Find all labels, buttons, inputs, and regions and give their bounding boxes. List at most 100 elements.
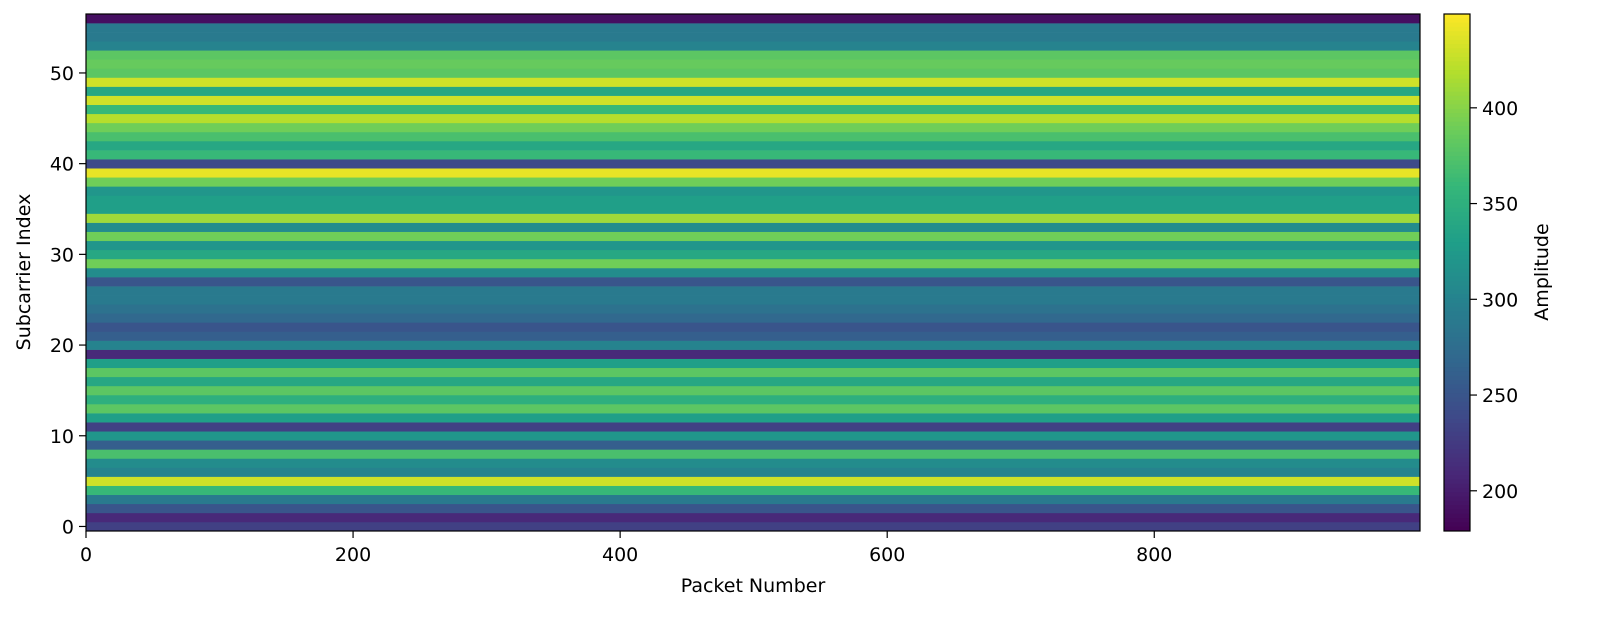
colorbar-segment <box>1444 522 1470 528</box>
colorbar-segment <box>1444 104 1470 110</box>
colorbar-segment <box>1444 26 1470 32</box>
colorbar-segment <box>1444 444 1470 450</box>
heatmap-row <box>86 494 1420 505</box>
colorbar-segment <box>1444 246 1470 252</box>
heatmap-row <box>86 140 1420 151</box>
heatmap-row <box>86 258 1420 269</box>
heatmap-row <box>86 204 1420 214</box>
colorbar-segment <box>1444 496 1470 502</box>
colorbar-segment <box>1444 427 1470 433</box>
colorbar-tick-label: 400 <box>1482 98 1518 120</box>
colorbar-segment <box>1444 384 1470 390</box>
colorbar-segment <box>1444 332 1470 338</box>
colorbar-segment <box>1444 78 1470 84</box>
colorbar-segment <box>1444 418 1470 424</box>
colorbar-segment <box>1444 337 1470 342</box>
colorbar-segment <box>1444 194 1470 200</box>
colorbar-segment <box>1444 74 1470 80</box>
colorbar-segment <box>1444 156 1470 161</box>
colorbar-segment <box>1444 70 1470 75</box>
colorbar-segment <box>1444 470 1470 476</box>
colorbar-segment <box>1444 108 1470 114</box>
heatmap-row <box>86 32 1420 42</box>
colorbar-segment <box>1444 22 1470 28</box>
colorbar-tick-label: 200 <box>1482 481 1518 503</box>
colorbar-segment <box>1444 375 1470 381</box>
colorbar-segment <box>1444 44 1470 49</box>
heatmap-row <box>86 213 1420 223</box>
colorbar-segment <box>1444 160 1470 166</box>
heatmap-row <box>86 349 1420 359</box>
colorbar-segment <box>1444 281 1470 286</box>
colorbar-segment <box>1444 190 1470 196</box>
colorbar-segment <box>1444 255 1470 261</box>
colorbar <box>1444 14 1470 532</box>
colorbar-segment <box>1444 242 1470 248</box>
heatmap-row <box>86 394 1420 405</box>
heatmap-row <box>86 41 1420 51</box>
colorbar-segment <box>1444 423 1470 429</box>
heatmap-row <box>86 177 1420 187</box>
heatmap-row <box>86 440 1420 450</box>
heatmap-row <box>86 449 1420 459</box>
colorbar-segment <box>1444 397 1470 403</box>
colorbar-segment <box>1444 238 1470 243</box>
heatmap-row <box>86 286 1420 296</box>
colorbar-segment <box>1444 268 1470 273</box>
heatmap-row <box>86 131 1420 142</box>
colorbar-segment <box>1444 126 1470 131</box>
colorbar-segment <box>1444 250 1470 256</box>
colorbar-segment <box>1444 138 1470 144</box>
colorbar-segment <box>1444 130 1470 136</box>
heatmap-row <box>86 77 1420 87</box>
colorbar-segment <box>1444 121 1470 127</box>
colorbar-segment <box>1444 306 1470 312</box>
y-tick-label: 30 <box>50 244 74 266</box>
colorbar-tick-label: 350 <box>1482 194 1518 216</box>
colorbar-segment <box>1444 177 1470 183</box>
x-tick-label: 400 <box>602 544 638 566</box>
colorbar-segment <box>1444 462 1470 467</box>
colorbar-label: Amplitude <box>1531 223 1553 320</box>
colorbar-segment <box>1444 513 1470 519</box>
heatmap-row <box>86 195 1420 205</box>
heatmap-row <box>86 86 1420 96</box>
heatmap-row <box>86 340 1420 350</box>
colorbar-segment <box>1444 410 1470 416</box>
colorbar-segment <box>1444 483 1470 489</box>
heatmap-row <box>86 322 1420 332</box>
y-tick-label: 40 <box>50 154 74 176</box>
heatmap-row <box>86 358 1420 369</box>
heatmap-row <box>86 485 1420 496</box>
colorbar-segment <box>1444 500 1470 506</box>
colorbar-segment <box>1444 134 1470 140</box>
colorbar-segment <box>1444 341 1470 347</box>
heatmap-row <box>86 168 1420 178</box>
heatmap <box>86 14 1420 532</box>
colorbar-segment <box>1444 479 1470 485</box>
colorbar-segment <box>1444 14 1470 19</box>
colorbar-segment <box>1444 315 1470 321</box>
colorbar-segment <box>1444 169 1470 174</box>
colorbar-segment <box>1444 324 1470 330</box>
heatmap-row <box>86 313 1420 323</box>
colorbar-segment <box>1444 91 1470 97</box>
x-axis-label: Packet Number <box>681 575 826 597</box>
colorbar-segment <box>1444 457 1470 463</box>
colorbar-segment <box>1444 143 1470 149</box>
heatmap-row <box>86 222 1420 232</box>
heatmap-row <box>86 295 1420 305</box>
heatmap-row <box>86 68 1420 78</box>
colorbar-segment <box>1444 487 1470 493</box>
colorbar-segment <box>1444 18 1470 24</box>
heatmap-row <box>86 476 1420 486</box>
y-tick-label: 20 <box>50 335 74 357</box>
x-tick-label: 0 <box>80 544 92 566</box>
colorbar-segment <box>1444 350 1470 355</box>
colorbar-segment <box>1444 61 1470 67</box>
x-tick-label: 200 <box>335 544 371 566</box>
colorbar-segment <box>1444 151 1470 157</box>
heatmap-row <box>86 186 1420 196</box>
colorbar-frame <box>1443 13 1471 532</box>
colorbar-segment <box>1444 345 1470 351</box>
